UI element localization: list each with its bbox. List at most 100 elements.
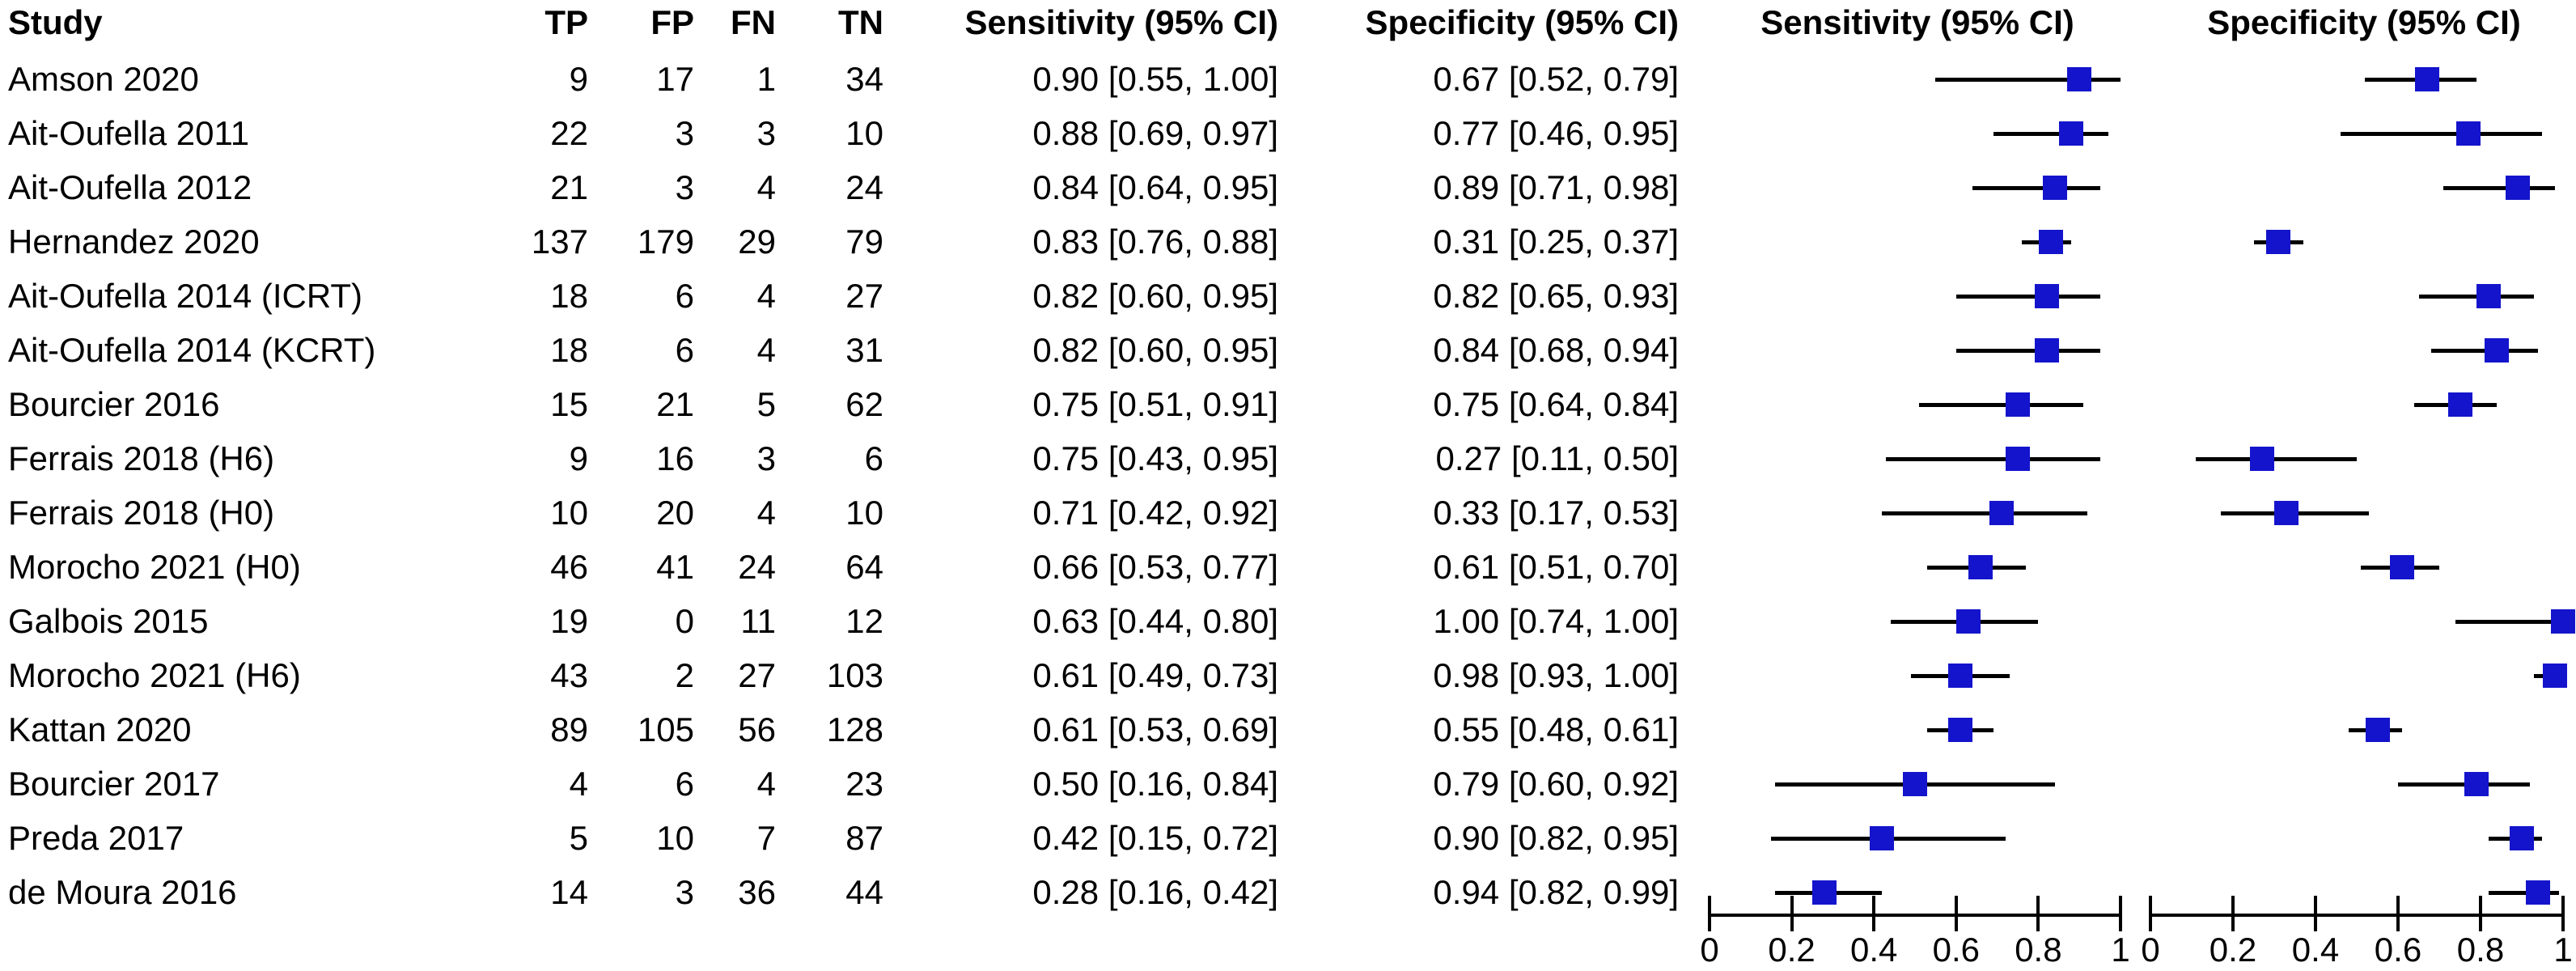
sensitivity-ci-line — [1919, 403, 2084, 407]
sensitivity-marker — [2038, 230, 2063, 254]
tp-cell: 4 — [569, 765, 588, 803]
col-header-fn: FN — [731, 3, 776, 41]
tn-cell: 10 — [845, 494, 883, 532]
specificity-axis-tick-label: 0.2 — [2209, 931, 2257, 969]
sensitivity-axis-tick — [1954, 896, 1958, 931]
tn-cell: 79 — [845, 223, 883, 261]
specificity-ci-cell: 0.75 [0.64, 0.84] — [1433, 385, 1679, 423]
tn-cell: 31 — [845, 331, 883, 369]
specificity-axis-tick-label: 0.4 — [2291, 931, 2340, 969]
fn-cell: 1 — [756, 60, 776, 98]
sensitivity-ci-line — [1955, 295, 2100, 299]
col-header-specificity-ci: Specificity (95% CI) — [1365, 3, 1679, 41]
fp-cell: 41 — [656, 548, 694, 586]
tp-cell: 22 — [550, 114, 588, 152]
tn-cell: 62 — [845, 385, 883, 423]
specificity-axis-tick-label: 1 — [2553, 931, 2573, 969]
fp-cell: 0 — [675, 602, 694, 640]
specificity-axis-tick-label: 0 — [2141, 931, 2160, 969]
fn-cell: 3 — [756, 439, 776, 477]
sensitivity-marker — [1870, 826, 1895, 850]
fn-cell: 4 — [756, 277, 776, 315]
specificity-axis-tick-label: 0.8 — [2456, 931, 2505, 969]
specificity-marker — [2274, 501, 2299, 525]
specificity-marker — [2455, 121, 2481, 146]
sensitivity-ci-line — [1955, 349, 2100, 353]
sensitivity-marker — [1947, 664, 1972, 688]
sensitivity-axis-tick-label: 0.6 — [1932, 931, 1980, 969]
fp-cell: 20 — [656, 494, 694, 532]
study-name-cell: Bourcier 2016 — [8, 385, 220, 423]
sensitivity-axis-tick — [1790, 896, 1794, 931]
col-header-tp: TP — [544, 3, 588, 41]
sensitivity-ci-line — [1972, 186, 2100, 190]
fn-cell: 5 — [756, 385, 776, 423]
specificity-ci-cell: 0.27 [0.11, 0.50] — [1435, 439, 1679, 477]
specificity-axis-tick — [2479, 896, 2482, 931]
fp-cell: 21 — [656, 385, 694, 423]
specificity-marker — [2447, 392, 2472, 417]
col-header-tn: TN — [838, 3, 883, 41]
specificity-ci-cell: 0.84 [0.68, 0.94] — [1433, 331, 1679, 369]
fp-cell: 6 — [675, 331, 694, 369]
sensitivity-marker — [2006, 447, 2030, 471]
fp-cell: 3 — [675, 114, 694, 152]
fp-cell: 179 — [637, 223, 694, 261]
tp-cell: 137 — [531, 223, 588, 261]
specificity-marker — [2505, 176, 2530, 200]
fp-cell: 6 — [675, 277, 694, 315]
fn-cell: 11 — [740, 602, 776, 640]
specificity-ci-cell: 0.61 [0.51, 0.70] — [1433, 548, 1679, 586]
col-header-sensitivity-ci: Sensitivity (95% CI) — [964, 3, 1278, 41]
specificity-axis-tick — [2396, 896, 2400, 931]
tp-cell: 5 — [569, 819, 588, 857]
sensitivity-axis-tick-label: 1 — [2111, 931, 2130, 969]
specificity-marker — [2365, 718, 2390, 742]
sensitivity-axis-tick-label: 0 — [1700, 931, 1719, 969]
sensitivity-marker — [2067, 67, 2092, 91]
fp-cell: 3 — [675, 168, 694, 206]
sensitivity-ci-cell: 0.28 [0.16, 0.42] — [1032, 873, 1278, 911]
sensitivity-ci-line — [1993, 132, 2108, 136]
sensitivity-ci-line — [1935, 78, 2121, 82]
specificity-marker — [2390, 555, 2415, 579]
col-header-fp: FP — [650, 3, 694, 41]
tn-cell: 27 — [845, 277, 883, 315]
study-name-cell: Morocho 2021 (H6) — [8, 656, 301, 694]
specificity-ci-cell: 0.77 [0.46, 0.95] — [1433, 114, 1679, 152]
tp-cell: 89 — [550, 710, 588, 748]
sensitivity-marker — [2034, 338, 2059, 363]
specificity-axis-line — [2150, 914, 2563, 917]
specificity-ci-cell: 0.82 [0.65, 0.93] — [1433, 277, 1679, 315]
tn-cell: 23 — [845, 765, 883, 803]
sensitivity-marker — [1903, 772, 1927, 796]
specificity-axis-tick-label: 0.6 — [2374, 931, 2422, 969]
fn-cell: 27 — [738, 656, 776, 694]
study-name-cell: Ait-Oufella 2014 (KCRT) — [8, 331, 376, 369]
fn-cell: 4 — [756, 494, 776, 532]
specificity-ci-line — [2489, 891, 2559, 895]
tp-cell: 18 — [550, 277, 588, 315]
sensitivity-axis-tick — [2036, 896, 2040, 931]
sensitivity-marker — [1947, 718, 1972, 742]
study-name-cell: Hernandez 2020 — [8, 223, 260, 261]
sensitivity-marker — [2006, 392, 2030, 417]
sensitivity-ci-line — [1882, 511, 2088, 515]
fn-cell: 4 — [756, 765, 776, 803]
sensitivity-ci-cell: 0.88 [0.69, 0.97] — [1032, 114, 1278, 152]
specificity-marker — [2542, 664, 2567, 688]
fp-cell: 2 — [675, 656, 694, 694]
tp-cell: 9 — [569, 60, 588, 98]
specificity-ci-cell: 0.67 [0.52, 0.79] — [1433, 60, 1679, 98]
tn-cell: 10 — [845, 114, 883, 152]
study-name-cell: Ait-Oufella 2011 — [8, 114, 250, 152]
specificity-ci-cell: 0.33 [0.17, 0.53] — [1433, 494, 1679, 532]
specificity-ci-cell: 1.00 [0.74, 1.00] — [1433, 602, 1679, 640]
fn-cell: 56 — [738, 710, 776, 748]
col-header-study: Study — [8, 3, 103, 41]
specificity-ci-line — [2430, 349, 2539, 353]
specificity-ci-line — [2340, 132, 2543, 136]
study-name-cell: de Moura 2016 — [8, 873, 237, 911]
sensitivity-axis-tick — [1708, 896, 1711, 931]
study-name-cell: Ait-Oufella 2014 (ICRT) — [8, 277, 363, 315]
